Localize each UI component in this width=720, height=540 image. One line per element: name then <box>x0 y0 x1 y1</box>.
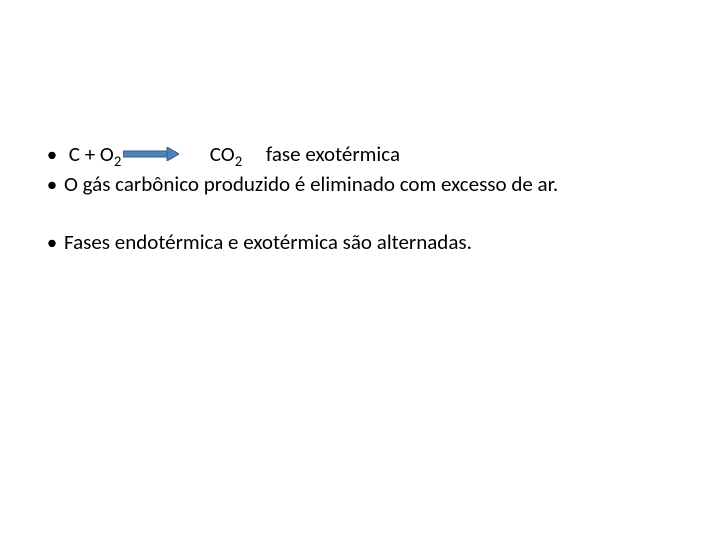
bullet-item: • O gás carbônico produzido é eliminado … <box>40 170 720 198</box>
arrow-head <box>167 147 179 161</box>
bullet-item: • Fases endotérmica e exotérmica são alt… <box>40 228 720 256</box>
bullet-text: O gás carbônico produzido é eliminado co… <box>64 170 558 198</box>
bullet-marker: • <box>40 228 64 256</box>
bullet-item-reaction: • C + O2 CO2 fase exotérmica <box>40 140 720 168</box>
arrow-shaft <box>123 151 167 157</box>
bullet-text: Fases endotérmica e exotérmica são alter… <box>64 228 472 256</box>
reactant-text: C + O2 <box>64 140 121 168</box>
bullet-marker: • <box>40 140 64 168</box>
bullet-content: O gás carbônico produzido é eliminado co… <box>64 170 558 198</box>
bullet-content: C + O2 CO2 fase exotérmica <box>64 140 400 168</box>
bullet-marker: • <box>40 170 64 198</box>
bullet-spacer <box>40 200 720 228</box>
slide: • C + O2 CO2 fase exotérmica • O gás car… <box>0 0 720 540</box>
product-text: CO2 <box>181 140 242 168</box>
phase-label: fase exotérmica <box>242 140 400 168</box>
bullet-content: Fases endotérmica e exotérmica são alter… <box>64 228 472 256</box>
reaction-arrow-icon <box>123 147 179 161</box>
